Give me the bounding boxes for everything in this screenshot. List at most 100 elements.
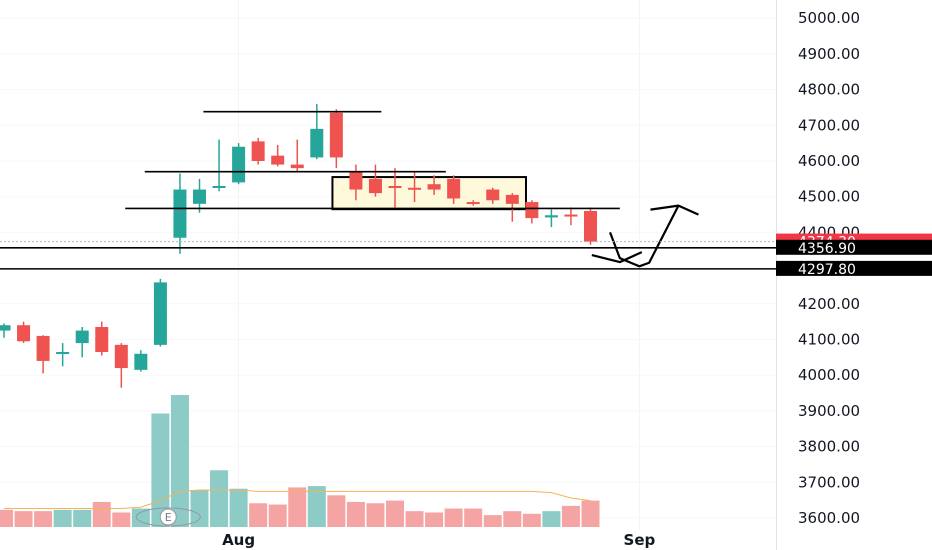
candle	[75, 327, 89, 358]
candle	[564, 207, 578, 226]
price-level-badge[interactable]: 4356.90	[776, 239, 932, 257]
price-tick-label: 3600.00	[798, 509, 860, 527]
candle	[290, 139, 304, 172]
candle	[427, 175, 441, 195]
time-axis[interactable]: Aug Sep	[222, 531, 655, 549]
candle	[310, 103, 324, 160]
candle	[193, 178, 206, 213]
candle-body	[584, 210, 597, 242]
volume-bar	[34, 511, 53, 527]
candle	[212, 139, 226, 192]
price-tick-label: 3700.00	[798, 473, 860, 491]
candle-body	[173, 189, 187, 238]
volume-bar	[425, 512, 444, 527]
candle-body	[212, 185, 226, 188]
badge-background	[776, 239, 932, 255]
volume-bar	[131, 508, 150, 527]
candles	[0, 103, 597, 388]
candle	[584, 207, 597, 245]
candle-body	[193, 189, 206, 204]
volume-bar	[405, 511, 424, 527]
candle-body	[17, 325, 31, 342]
candle	[544, 209, 558, 228]
candle-body	[290, 164, 304, 169]
candle	[505, 193, 519, 222]
price-tick-label: 4900.00	[798, 45, 860, 63]
price-level-badge[interactable]: 4297.80	[776, 260, 932, 278]
volume-bar	[53, 509, 72, 527]
candle	[153, 278, 167, 347]
badge-label: 4356.90	[798, 241, 856, 257]
candle	[95, 321, 109, 356]
volume-bar	[210, 470, 229, 527]
candle-body	[388, 185, 402, 188]
price-tick-label: 4500.00	[798, 188, 860, 206]
volume-bar	[464, 508, 483, 527]
candle-body	[36, 335, 50, 361]
volume-bar	[112, 512, 131, 527]
candle-body	[153, 282, 167, 345]
volume-bar	[386, 500, 404, 527]
candle	[466, 200, 480, 206]
badge-background	[776, 260, 932, 276]
volume-bar	[92, 501, 111, 527]
candle-body	[466, 202, 480, 205]
price-tick-label: 4800.00	[798, 81, 860, 99]
badge-label: 4297.80	[798, 262, 856, 278]
volume-bar	[444, 508, 463, 527]
volume-bar	[561, 505, 580, 527]
price-tick-label: 4000.00	[798, 366, 860, 384]
volume-ma-line	[4, 489, 591, 510]
candle-body	[310, 128, 324, 158]
volume-bar	[327, 495, 346, 527]
volume-bar	[542, 511, 561, 527]
candle	[114, 343, 128, 388]
price-tick-label: 4700.00	[798, 116, 860, 134]
volume-bars	[0, 395, 600, 527]
candle	[0, 323, 11, 338]
candle	[388, 168, 402, 208]
price-tick-label: 4600.00	[798, 152, 860, 170]
candle	[56, 343, 70, 367]
candle-body	[114, 344, 128, 369]
candle-body	[544, 215, 558, 218]
candle-body	[408, 187, 422, 190]
time-tick-label: Sep	[624, 531, 656, 549]
drawing-annotations: E	[125, 110, 699, 527]
earnings-marker-icon	[135, 507, 201, 527]
earnings-label: E	[165, 511, 172, 524]
candle-body	[134, 353, 148, 370]
candle-body	[271, 155, 285, 165]
volume-bar	[170, 395, 189, 527]
candle	[271, 144, 285, 167]
volume-bar	[249, 503, 268, 527]
candle	[251, 137, 265, 165]
price-tick-label: 3800.00	[798, 438, 860, 456]
candle-body	[349, 171, 363, 190]
candle	[329, 109, 343, 169]
candle-body	[232, 146, 246, 183]
candle	[134, 350, 148, 372]
volume-bar	[346, 501, 365, 527]
volume-bar	[581, 500, 600, 527]
volume-bar	[229, 488, 248, 527]
candle	[36, 335, 50, 374]
grid-lines	[238, 0, 777, 550]
candle-body	[75, 330, 89, 344]
candle	[525, 200, 539, 224]
candle-body	[329, 112, 343, 158]
candle	[447, 175, 461, 204]
candle-body	[0, 325, 11, 331]
volume-bar	[73, 509, 92, 527]
price-level-lines	[0, 241, 776, 270]
candle-body	[447, 178, 461, 199]
candle-body	[56, 351, 70, 354]
price-axis[interactable]: 3600.00 3700.00 3800.00 3900.00 4000.00 4100.…	[776, 9, 932, 527]
volume-moving-average	[4, 489, 591, 510]
candle-body	[368, 178, 382, 194]
candle	[486, 187, 500, 204]
volume-bar	[522, 513, 541, 527]
volume-bar	[190, 490, 209, 527]
volume-bar	[14, 511, 33, 527]
